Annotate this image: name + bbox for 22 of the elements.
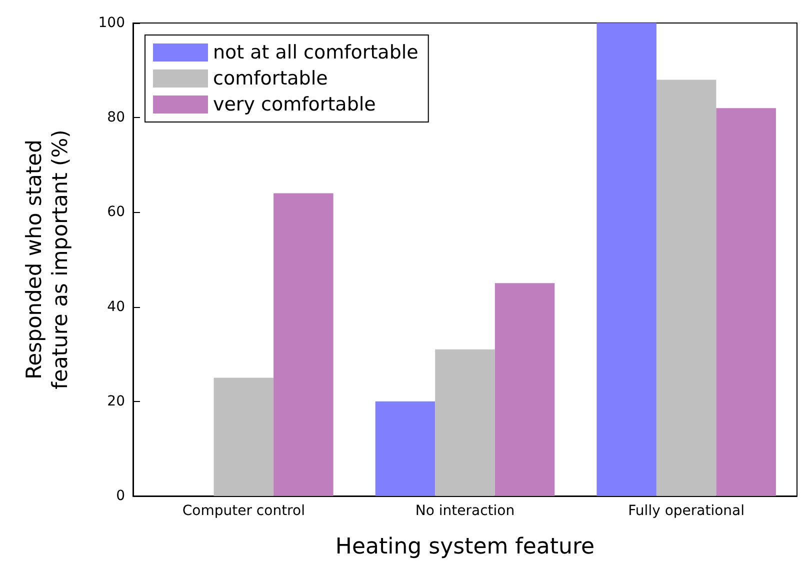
y-axis-title: Responded who stated feature as important (%) xyxy=(22,130,72,390)
y-tick-label: 100 xyxy=(98,15,125,31)
bar xyxy=(375,401,436,496)
x-axis-title: Heating system feature xyxy=(335,534,595,560)
y-tick-label: 0 xyxy=(116,488,125,504)
bar xyxy=(716,108,776,496)
y-tick-label: 20 xyxy=(107,393,125,410)
bar xyxy=(656,80,716,496)
y-tick-label: 80 xyxy=(107,110,125,126)
bar xyxy=(494,283,555,496)
bar xyxy=(274,193,334,496)
y-tick-label: 40 xyxy=(107,298,125,315)
y-tick-label: 60 xyxy=(107,204,125,220)
bar xyxy=(596,23,656,496)
x-tick-label: Fully operational xyxy=(628,503,745,519)
legend-label: very comfortable xyxy=(213,94,376,116)
x-tick-label: No interaction xyxy=(415,503,515,519)
legend-label: not at all comfortable xyxy=(213,42,418,64)
legend-label: comfortable xyxy=(213,68,328,90)
bar xyxy=(214,378,274,496)
bar xyxy=(435,349,495,496)
x-tick-label: Computer control xyxy=(182,503,305,519)
